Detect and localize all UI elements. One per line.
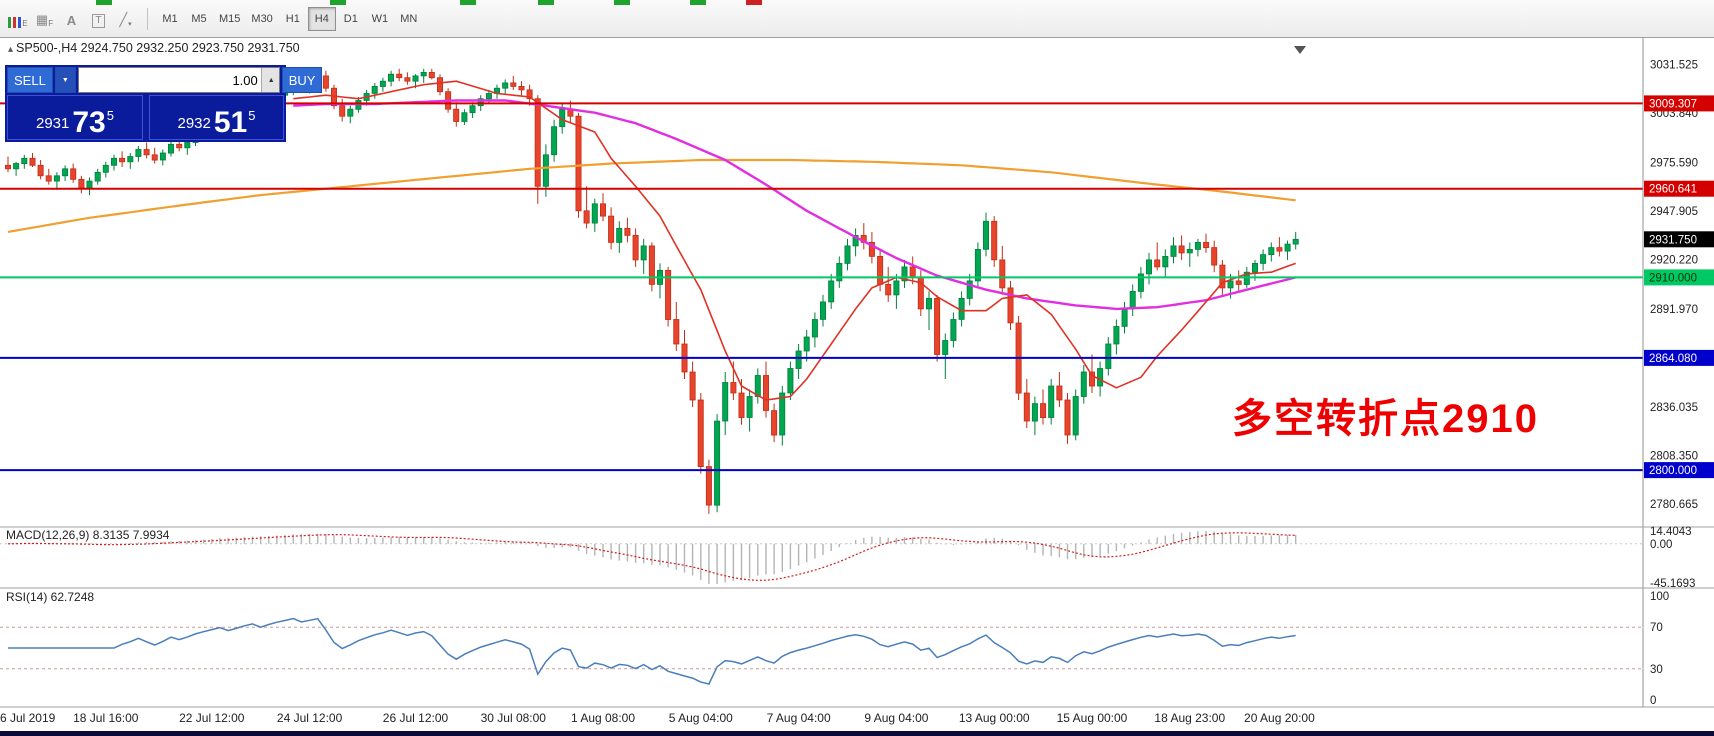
svg-text:2800.000: 2800.000 [1649,465,1697,477]
svg-text:-45.1693: -45.1693 [1650,578,1695,590]
ma-mid-line [293,99,1296,311]
clipped-text-fragment [614,0,630,5]
svg-text:30 Jul 08:00: 30 Jul 08:00 [481,711,547,725]
svg-text:3031.525: 3031.525 [1650,60,1698,72]
sell-price-sup: 5 [106,108,114,123]
grid-window-icon[interactable]: ▦ F [31,7,58,31]
macd-histogram [15,531,1297,584]
timeframe-m15-button[interactable]: M15 [214,7,245,31]
trade-panel-controls: SELL ▼ ▲ BUY [7,67,323,93]
chart-shift-icon [1294,46,1306,54]
svg-text:3009.307: 3009.307 [1649,98,1697,110]
svg-text:18 Aug 23:00: 18 Aug 23:00 [1154,711,1225,725]
svg-text:2975.590: 2975.590 [1650,158,1698,170]
draw-tools-icon[interactable]: ╱ ▾ [112,7,139,31]
buy-price-sup: 5 [248,108,256,123]
timeframe-m30-button[interactable]: M30 [246,7,277,31]
clipped-text-fragment [460,0,476,5]
svg-text:2960.641: 2960.641 [1649,184,1697,196]
time-axis[interactable]: 16 Jul 2019 18 Jul 16:00 22 Jul 12:00 24 Ju… [0,711,1315,725]
sell-price-prefix: 2931 [36,115,70,132]
timeframe-w1-button[interactable]: W1 [366,7,394,31]
collapse-caret-icon[interactable]: ▴ [8,44,14,55]
price-axis[interactable]: 3031.5253003.8402975.5902947.9052920.220… [1644,60,1714,512]
chart-annotation: 多空转折点2910 [1232,397,1539,441]
clipped-text-fragment [538,0,554,5]
chart-title: ▴ SP500-,H4 2924.750 2932.250 2923.750 29… [8,41,300,55]
clipped-top-fragments [0,0,1714,6]
timeframe-h4-button[interactable]: H4 [307,6,336,31]
svg-text:2931.750: 2931.750 [1649,234,1697,246]
buy-price-big: 51 [213,105,248,139]
sell-price-big: 73 [72,105,106,139]
chart-svg[interactable]: 3031.5253003.8402975.5902947.9052920.220… [0,38,1714,731]
price-chart[interactable]: 3031.525 3003.840 2975.590 2947.905 2920.220… [0,38,1714,736]
svg-text:30: 30 [1650,664,1663,676]
svg-text:18 Jul 16:00: 18 Jul 16:00 [73,711,139,725]
ma-fast-line [293,80,1296,401]
svg-text:26 Jul 12:00: 26 Jul 12:00 [383,711,449,725]
bottom-bar [0,731,1714,736]
buy-quote[interactable]: 2932 51 5 [149,95,284,140]
svg-text:22 Jul 12:00: 22 Jul 12:00 [179,711,245,725]
trade-panel-quotes: 2931 73 5 2932 51 5 [7,95,284,140]
svg-text:2836.035: 2836.035 [1650,402,1698,414]
svg-text:13 Aug 00:00: 13 Aug 00:00 [959,711,1030,725]
volume-input[interactable] [78,68,261,92]
svg-text:0: 0 [1650,695,1656,707]
buy-price-prefix: 2932 [177,115,211,132]
svg-text:15 Aug 00:00: 15 Aug 00:00 [1057,711,1128,725]
svg-text:70: 70 [1650,622,1663,634]
expert-chart-icon[interactable]: E [4,7,31,31]
volume-increase-button[interactable]: ▲ [260,68,279,92]
svg-text:100: 100 [1650,591,1669,603]
svg-text:2920.220: 2920.220 [1650,255,1698,267]
svg-text:24 Jul 12:00: 24 Jul 12:00 [277,711,343,725]
svg-text:9 Aug 04:00: 9 Aug 04:00 [864,711,928,725]
order-type-dropdown[interactable]: ▼ [54,67,76,93]
ma-slow-line [7,158,1296,233]
clipped-text-fragment [96,0,112,5]
chart-area[interactable]: 3031.525 3003.840 2975.590 2947.905 2920.220… [0,38,1714,731]
svg-text:7 Aug 04:00: 7 Aug 04:00 [767,711,831,725]
svg-text:2910.000: 2910.000 [1649,272,1697,284]
timeframe-h1-button[interactable]: H1 [279,7,307,31]
svg-text:2780.665: 2780.665 [1650,499,1698,511]
svg-text:20 Aug 20:00: 20 Aug 20:00 [1244,711,1315,725]
font-icon[interactable]: A [58,7,85,31]
svg-text:2808.350: 2808.350 [1650,451,1698,463]
text-label-icon[interactable]: T [85,7,112,31]
svg-text:MACD(12,26,9) 8.3135 7.9934: MACD(12,26,9) 8.3135 7.9934 [6,528,170,542]
chart-title-text: SP500-,H4 2924.750 2932.250 2923.750 293… [16,41,300,55]
sell-button[interactable]: SELL [7,67,53,93]
toolbar: E ▦ F A T ╱ ▾ M1 M5 M15 M30 H1 H4 D1 W1 MN [0,0,1714,38]
timeframe-mn-button[interactable]: MN [395,7,423,31]
svg-text:0.00: 0.00 [1650,539,1672,551]
timeframe-group: M1 M5 M15 M30 H1 H4 D1 W1 MN [156,6,423,31]
timeframe-m1-button[interactable]: M1 [156,7,184,31]
buy-button[interactable]: BUY [281,67,323,93]
timeframe-d1-button[interactable]: D1 [337,7,365,31]
macd-signal-line [7,532,1296,581]
svg-text:14.4043: 14.4043 [1650,526,1692,538]
svg-text:2864.080: 2864.080 [1649,353,1697,365]
svg-text:2947.905: 2947.905 [1650,206,1698,218]
svg-text:RSI(14) 62.7248: RSI(14) 62.7248 [6,590,94,604]
chevron-down-icon: ▼ [61,76,69,84]
clipped-text-fragment [330,0,346,5]
toolbar-separator [147,7,148,30]
svg-text:16 Jul 2019: 16 Jul 2019 [0,711,56,725]
clipped-text-fragment [746,0,762,5]
svg-text:2891.970: 2891.970 [1650,304,1698,316]
volume-field: ▲ [77,67,280,93]
svg-text:1 Aug 08:00: 1 Aug 08:00 [571,711,635,725]
rsi-line [8,617,1296,685]
svg-text:5 Aug 04:00: 5 Aug 04:00 [669,711,733,725]
chevron-up-icon: ▲ [267,76,275,84]
timeframe-m5-button[interactable]: M5 [185,7,213,31]
clipped-text-fragment [690,0,706,5]
sell-quote[interactable]: 2931 73 5 [7,95,143,140]
